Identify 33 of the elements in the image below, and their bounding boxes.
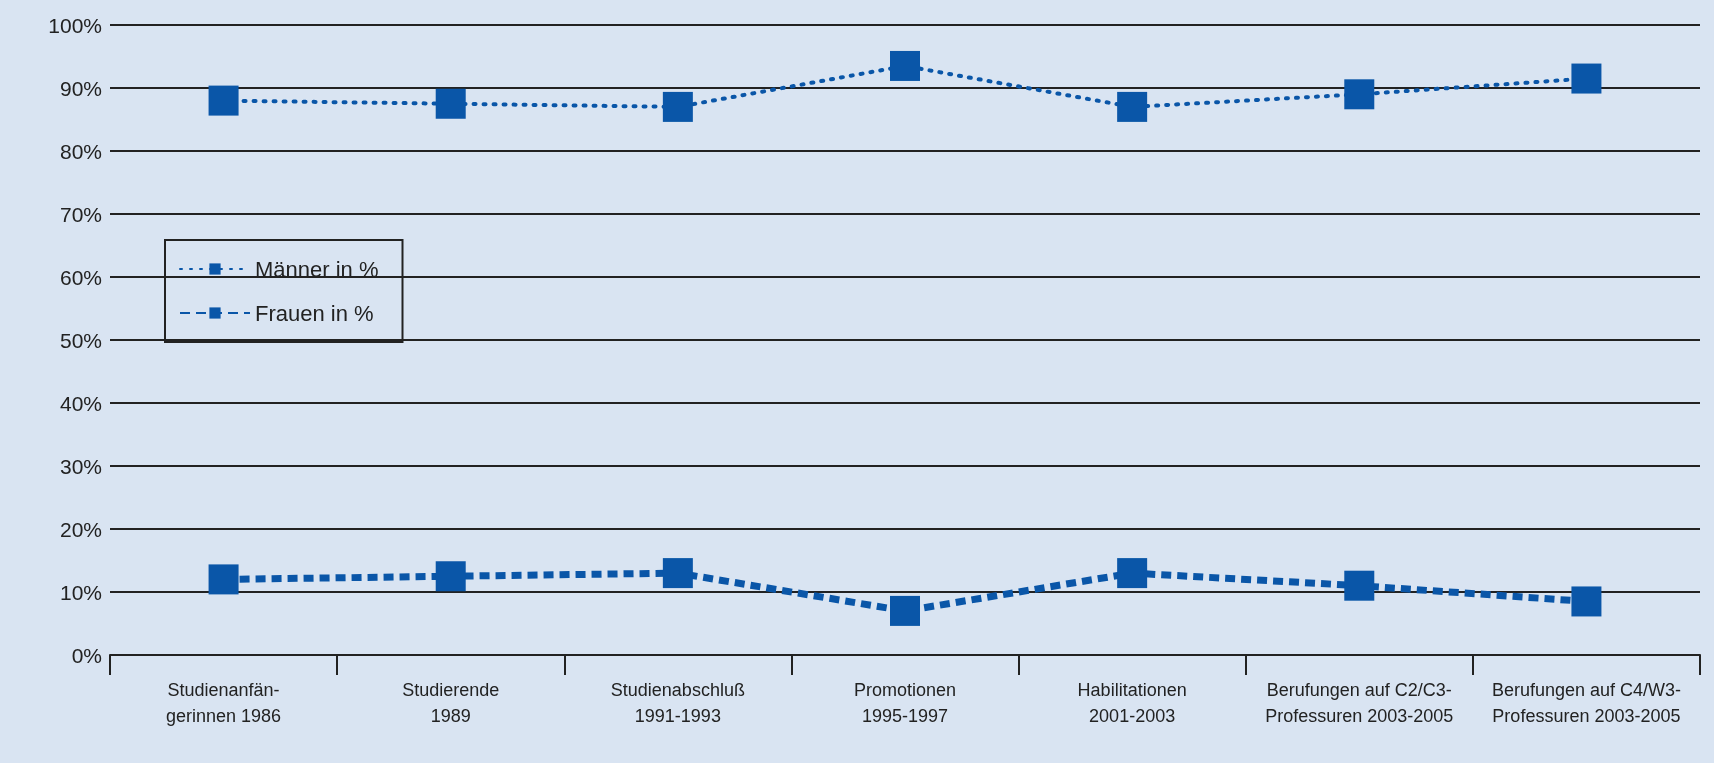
point [208, 564, 239, 595]
x-tick-label: Studienabschluß 1991-1993 [610, 680, 745, 726]
point [435, 88, 466, 119]
x-tick-label: Promotionen 1995-1997 [853, 680, 957, 726]
point [1571, 63, 1602, 94]
point [435, 561, 466, 592]
point [890, 595, 920, 626]
point [890, 50, 920, 81]
y-tick-label: 40% [59, 391, 102, 415]
y-tick-label: 60% [59, 265, 102, 289]
x-tick-label: Berufungen auf C2/C3- Professuren 2003-2005 [1265, 680, 1454, 726]
point [1571, 586, 1602, 617]
y-tick-label: 0% [71, 643, 102, 667]
x-tick-label: Berufungen auf C4/W3- Professuren 2003-2005 [1491, 680, 1681, 726]
y-tick-label: 30% [59, 454, 102, 478]
y-tick-label: 90% [59, 76, 102, 100]
point [208, 85, 239, 116]
y-tick-label: 80% [59, 139, 102, 163]
x-tick-label: Studierende 1989 [402, 680, 500, 726]
x-tick-label: Habilitationen 2001-2003 [1077, 680, 1187, 726]
point [1117, 91, 1148, 122]
point [662, 91, 693, 122]
y-tick-label: 10% [59, 580, 102, 604]
point [1117, 558, 1148, 589]
y-tick-label: 70% [59, 202, 102, 226]
point [1344, 79, 1375, 110]
legend-label: Frauen in % [255, 300, 374, 326]
y-tick-label: 50% [59, 328, 102, 352]
y-tick-label: 20% [59, 517, 102, 541]
x-tick-label: Studienanfän- gerinnen 1986 [166, 680, 282, 726]
point [662, 558, 693, 589]
y-tick-label: 100% [48, 13, 102, 37]
point [1344, 570, 1375, 601]
